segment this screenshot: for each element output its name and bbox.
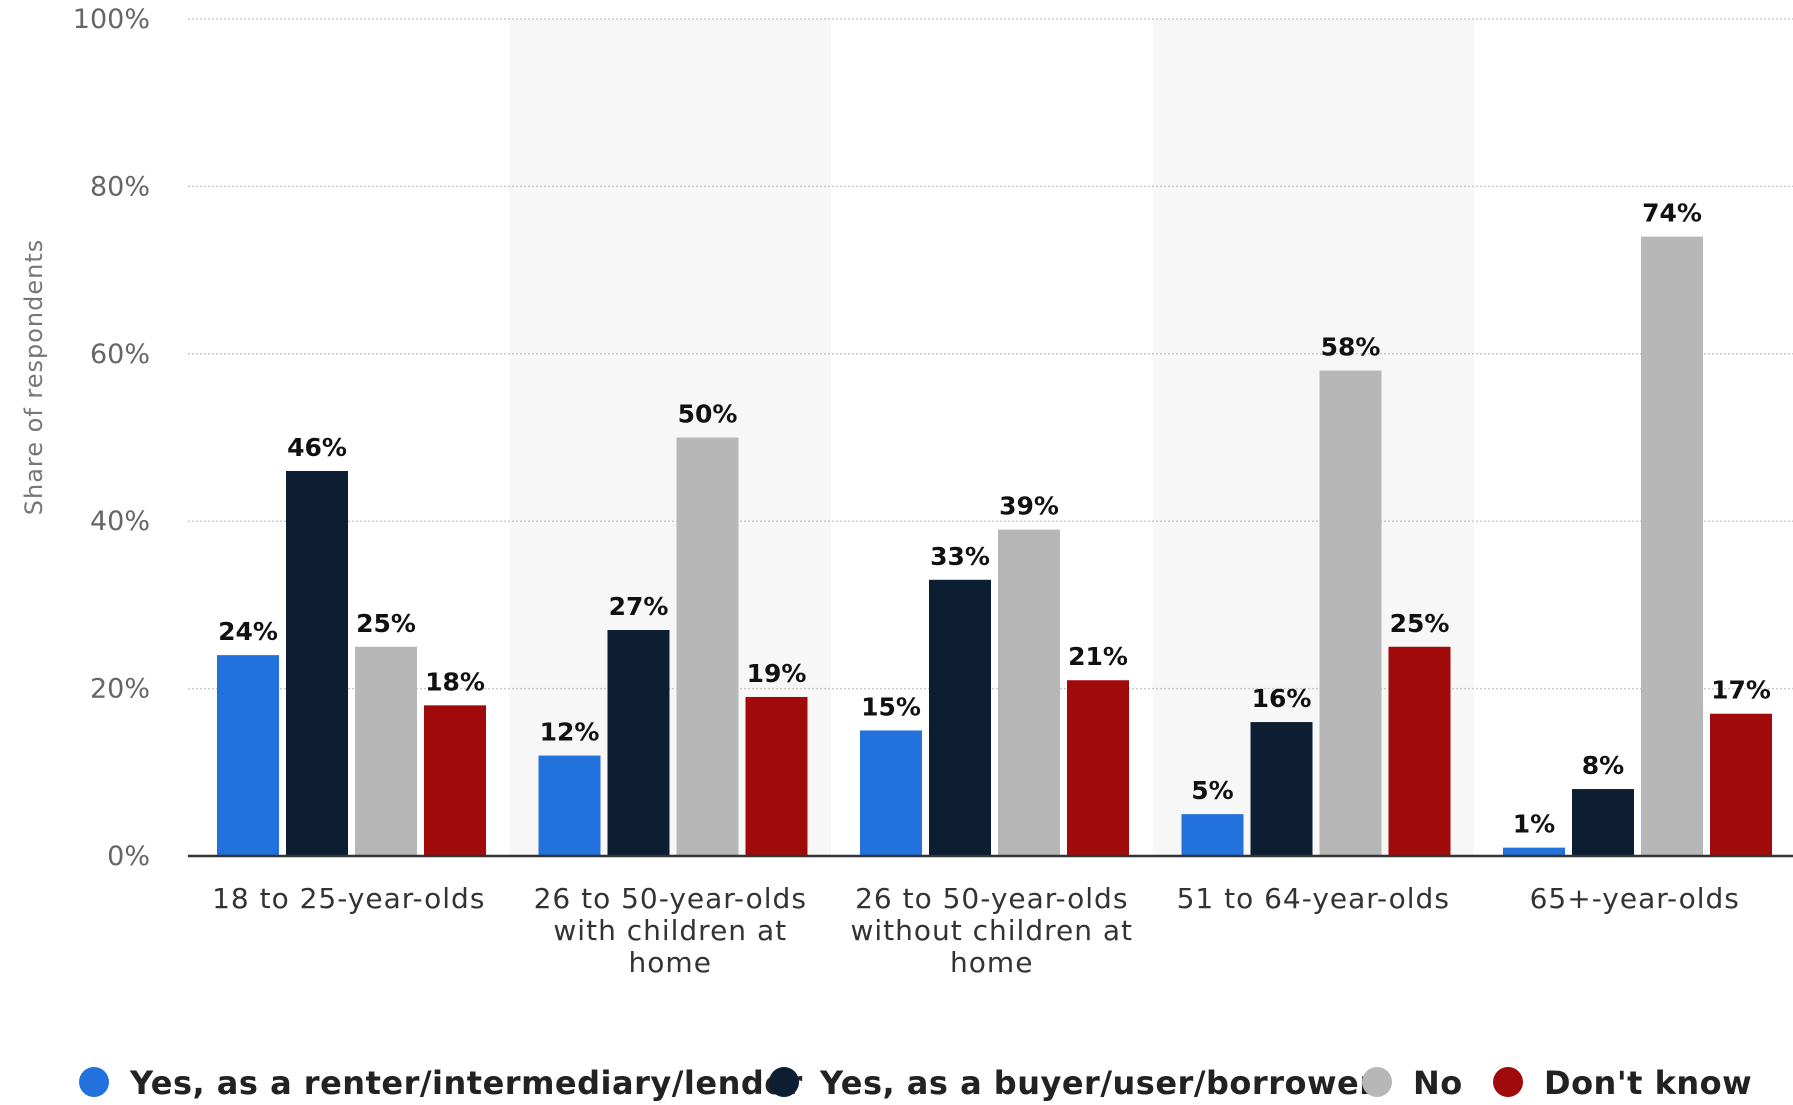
data-label: 18% <box>425 667 485 696</box>
y-axis-title: Share of respondents <box>20 239 48 516</box>
bars <box>217 236 1772 856</box>
bar <box>745 696 808 856</box>
legend: Yes, as a renter/intermediary/lender Yes,… <box>79 1064 1752 1102</box>
data-label: 24% <box>218 617 278 646</box>
bar <box>1572 789 1634 856</box>
category-label: 26 to 50-year-olds without children at hom… <box>850 882 1133 979</box>
data-label: 19% <box>747 659 807 688</box>
data-label: 8% <box>1582 751 1624 780</box>
legend-marker <box>1362 1067 1392 1097</box>
bar <box>676 437 739 856</box>
bar <box>1710 713 1772 856</box>
legend-label: Yes, as a renter/intermediary/lender <box>129 1064 803 1101</box>
bar <box>1067 680 1129 856</box>
data-label: 46% <box>287 433 347 462</box>
y-tick-label: 40% <box>90 506 150 537</box>
category-label: 51 to 64-year-olds <box>1177 882 1450 915</box>
category-bands <box>509 19 1474 856</box>
y-tick-label: 80% <box>90 171 150 202</box>
bar <box>538 755 601 856</box>
data-label: 27% <box>609 592 669 621</box>
y-tick-label: 100% <box>73 4 150 35</box>
category-label: 18 to 25-year-olds <box>212 882 485 915</box>
legend-label: Yes, as a buyer/user/borrower <box>819 1064 1376 1101</box>
data-label: 15% <box>861 692 921 721</box>
data-label: 21% <box>1068 642 1128 671</box>
y-axis-ticks: 0% 20% 40% 60% 80% 100% <box>73 4 150 872</box>
legend-item[interactable]: Don't know <box>1493 1064 1752 1102</box>
bar <box>286 470 348 856</box>
bar <box>1388 646 1451 856</box>
bar <box>998 529 1060 856</box>
legend-marker <box>79 1067 109 1097</box>
data-label: 33% <box>930 542 990 571</box>
legend-marker <box>1493 1067 1523 1097</box>
category-label: 26 to 50-year-olds with children at home <box>534 882 807 979</box>
bar <box>929 579 991 856</box>
y-tick-label: 0% <box>107 841 150 872</box>
y-tick-label: 20% <box>90 674 150 705</box>
bar <box>1641 236 1703 856</box>
legend-item[interactable]: No <box>1362 1064 1463 1102</box>
bar <box>1181 814 1244 856</box>
data-label: 16% <box>1252 684 1312 713</box>
data-labels: 24% 12% 15% 5% 1% 46% 27% 33% 16% 8% 25% 50% 39% 58% 7… <box>218 199 1771 839</box>
category-label: 65+-year-olds <box>1530 882 1740 915</box>
data-label: 58% <box>1321 333 1381 362</box>
data-label: 1% <box>1513 810 1555 839</box>
legend-label: Don't know <box>1544 1064 1752 1101</box>
bar <box>1319 370 1382 856</box>
data-label: 17% <box>1711 676 1771 705</box>
data-label: 50% <box>678 400 738 429</box>
bar <box>607 630 670 856</box>
bar <box>424 705 486 856</box>
legend-marker <box>769 1067 799 1097</box>
category-labels: 18 to 25-year-olds 26 to 50-year-olds with… <box>212 882 1740 979</box>
data-label: 74% <box>1642 199 1702 228</box>
legend-item[interactable]: Yes, as a renter/intermediary/lender <box>79 1064 803 1102</box>
data-label: 12% <box>540 718 600 747</box>
gridlines <box>188 18 1793 690</box>
bar <box>1503 847 1565 856</box>
bar <box>217 655 279 856</box>
y-tick-label: 60% <box>90 339 150 370</box>
legend-label: No <box>1413 1064 1463 1101</box>
bar <box>1250 722 1313 856</box>
legend-item[interactable]: Yes, as a buyer/user/borrower <box>769 1064 1376 1102</box>
bar <box>860 730 922 856</box>
data-label: 39% <box>999 492 1059 521</box>
data-label: 5% <box>1191 776 1233 805</box>
data-label: 25% <box>356 609 416 638</box>
data-label: 25% <box>1390 609 1450 638</box>
bar <box>355 646 417 856</box>
